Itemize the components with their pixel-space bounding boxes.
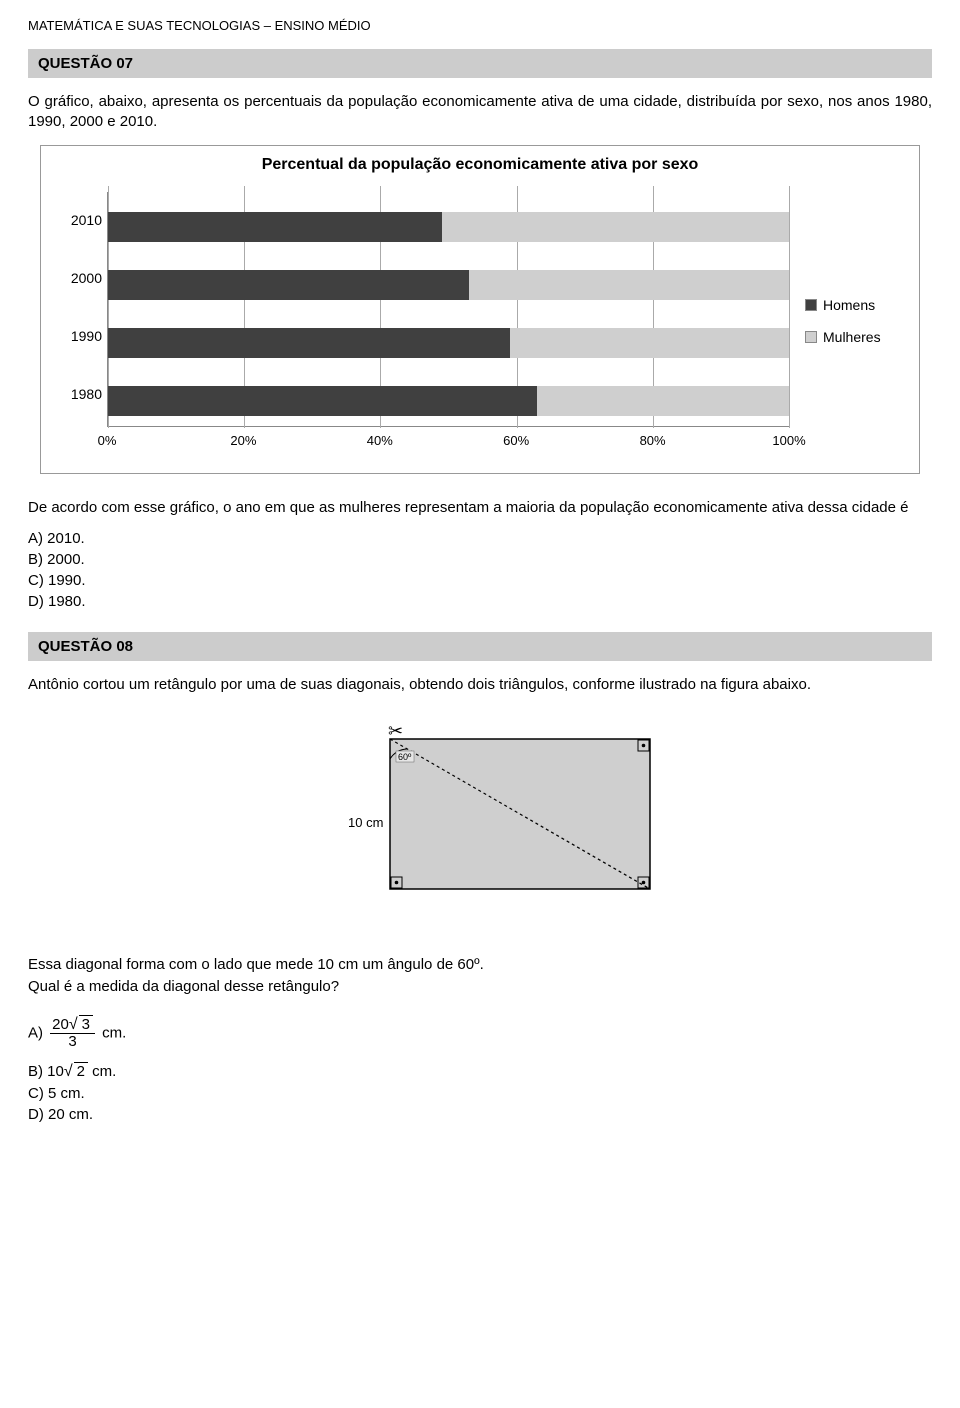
bar-category-label: 1990 [52,328,102,344]
bar-category-label: 2000 [52,270,102,286]
x-tick: 20% [230,433,256,448]
question-08-options: A) 20√3 3 cm. B) 10√2 cm. C) 5 cm. D) 20… [28,1016,932,1123]
question-08-intro: Antônio cortou um retângulo por uma de s… [28,675,932,695]
question-07-intro: O gráfico, abaixo, apresenta os percentu… [28,92,932,133]
question-08-post-1: Essa diagonal forma com o lado que mede … [28,955,932,975]
legend-swatch [805,299,817,311]
legend-label: Homens [823,297,875,313]
bar-mulheres [442,212,789,242]
scissors-icon: ✂ [388,721,403,741]
question-08-post-2: Qual é a medida da diagonal desse retâng… [28,977,932,997]
chart-plot-area: 2010 49% 2000 53% 1990 [107,192,789,427]
legend-item-homens: Homens [805,297,905,313]
question-07-text: De acordo com esse gráfico, o ano em que… [28,498,932,518]
bar-homens: 59% [108,328,510,358]
legend-swatch [805,331,817,343]
bar-homens: 49% [108,212,442,242]
x-tick: 100% [772,433,805,448]
option-b: B) 10√2 cm. [28,1063,932,1081]
rectangle-svg: ✂ 60º 10 cm [270,719,690,929]
bar-category-label: 1980 [52,386,102,402]
option-b: B) 2000. [28,551,932,568]
option-a: A) 2010. [28,530,932,547]
legend-item-mulheres: Mulheres [805,329,905,345]
option-c: C) 5 cm. [28,1085,932,1102]
legend-label: Mulheres [823,329,881,345]
option-d: D) 1980. [28,593,932,610]
page-header: MATEMÁTICA E SUAS TECNOLOGIAS – ENSINO M… [28,18,932,33]
x-tick: 40% [367,433,393,448]
chart-title: Percentual da população economicamente a… [55,156,905,174]
rectangle-figure: ✂ 60º 10 cm [28,719,932,929]
question-07-options: A) 2010. B) 2000. C) 1990. D) 1980. [28,530,932,610]
bar-row-1990: 1990 59% [108,328,789,358]
question-07-header: QUESTÃO 07 [28,49,932,78]
chart-x-axis: 0% 20% 40% 60% 80% 100% [107,433,789,451]
chart-legend: Homens Mulheres [805,281,905,361]
x-tick: 60% [503,433,529,448]
bar-homens: 63% [108,386,537,416]
bar-mulheres [510,328,789,358]
bar-row-1980: 1980 63% [108,386,789,416]
bar-mulheres [537,386,789,416]
x-tick: 0% [98,433,117,448]
x-tick: 80% [640,433,666,448]
chart-container: Percentual da população economicamente a… [40,145,920,474]
bar-row-2010: 2010 49% [108,212,789,242]
question-08-header: QUESTÃO 08 [28,632,932,661]
bar-row-2000: 2000 53% [108,270,789,300]
angle-label: 60º [398,752,412,762]
option-c: C) 1990. [28,572,932,589]
bar-homens: 53% [108,270,469,300]
option-d: D) 20 cm. [28,1106,932,1123]
option-a: A) 20√3 3 cm. [28,1016,932,1051]
bar-category-label: 2010 [52,212,102,228]
bar-mulheres [469,270,789,300]
chart-plot: 2010 49% 2000 53% 1990 [55,192,789,451]
side-length-label: 10 cm [348,815,383,830]
